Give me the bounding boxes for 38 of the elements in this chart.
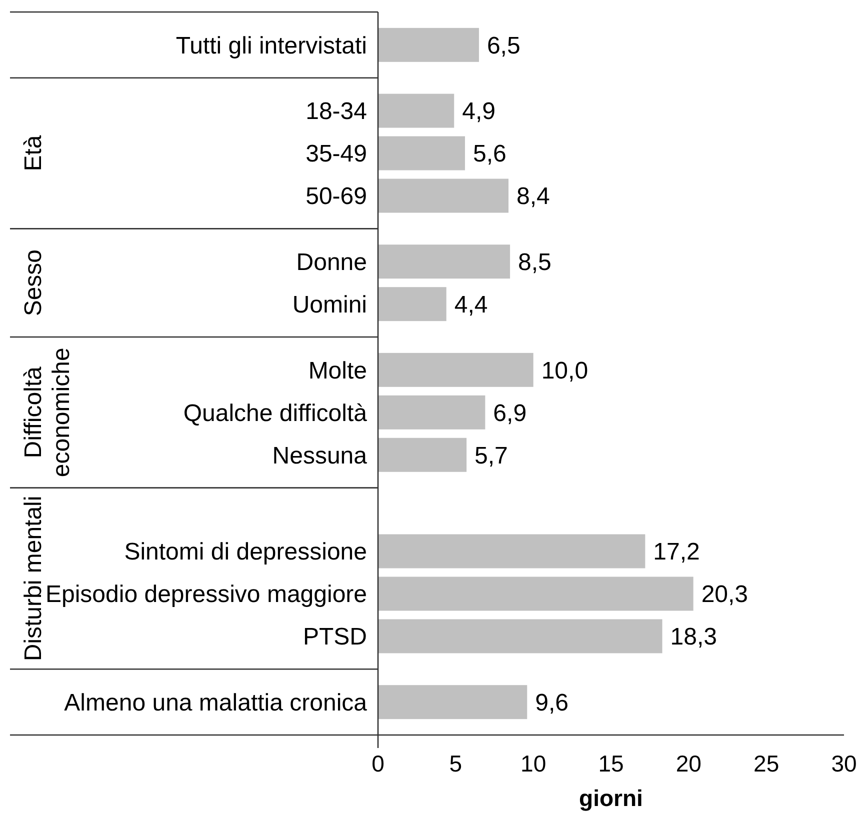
x-tick-label: 5 (449, 750, 462, 776)
text: Disturbi mentali (20, 496, 47, 662)
text: Età (20, 134, 47, 172)
data-label: 9,6 (535, 689, 568, 716)
data-label: 5,7 (474, 442, 508, 470)
data-label: 5,6 (472, 140, 506, 168)
data-label: 18,3 (670, 624, 717, 651)
x-tick-label: 25 (754, 750, 780, 776)
data-label: 8,4 (516, 183, 550, 210)
y-tick-label: Sintomi di depressione (124, 538, 367, 566)
data-label: 4,4 (454, 291, 488, 318)
data-label: 20,3 (701, 581, 748, 608)
y-tick-label: Molte (308, 357, 367, 384)
y-tick-label: Uomini (292, 291, 367, 318)
y-tick-label: 18-34 (306, 98, 367, 126)
y-tick-label: Almeno una malattia cronica (64, 689, 368, 716)
x-tick-label: 0 (372, 750, 384, 776)
data-label: 8,5 (518, 248, 552, 276)
y-tick-label: 50-69 (306, 183, 367, 210)
data-label: 6,9 (493, 400, 527, 427)
y-tick-label: PTSD (302, 624, 367, 651)
data-label: 6,5 (486, 32, 520, 60)
y-tick-label: Nessuna (272, 442, 368, 470)
x-tick-label: 20 (676, 750, 702, 776)
x-tick-label: 30 (831, 750, 857, 776)
text: Difficoltà economiche (20, 348, 75, 478)
data-label: 10,0 (541, 357, 588, 384)
y-tick-label: Qualche difficoltà (183, 400, 368, 427)
text: Sesso (20, 249, 47, 316)
y-tick-label: Episodio depressivo maggiore (45, 581, 367, 608)
x-tick-label: 10 (520, 750, 546, 776)
y-tick-label: Donne (296, 248, 367, 276)
data-label: 17,2 (653, 538, 700, 566)
y-tick-label: Tutti gli intervistati (176, 32, 367, 60)
x-tick-label: 15 (598, 750, 624, 776)
data-label: 4,9 (462, 98, 496, 126)
x-axis-title: giorni (579, 785, 643, 811)
y-tick-label: 35-49 (306, 140, 367, 168)
